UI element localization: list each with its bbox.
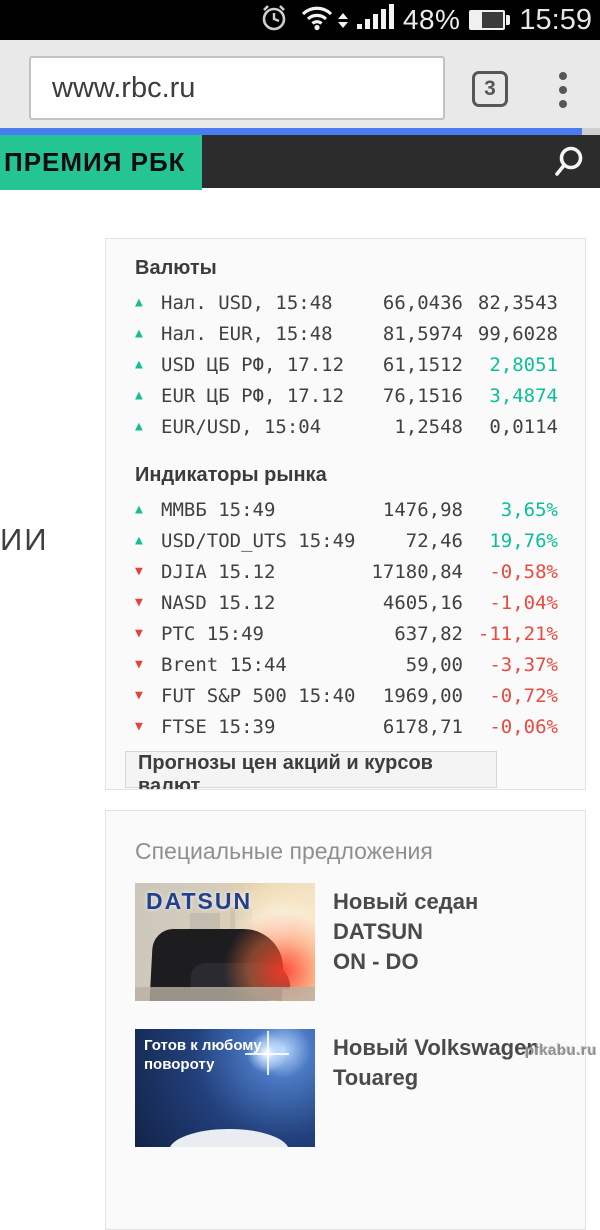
quote-row-rts[interactable]: ▼ PTC 15:49 637,82 -11,21%	[135, 622, 558, 645]
quotes-widget-card: Валюты ▲ Нал. USD, 15:48 66,0436 82,3543…	[105, 238, 586, 790]
trend-down-icon: ▼	[135, 688, 143, 703]
search-icon	[555, 146, 583, 176]
quote-row-micex[interactable]: ▲ ММВБ 15:49 1476,98 3,65%	[135, 498, 558, 521]
wifi-icon	[301, 5, 333, 36]
battery-cap	[506, 15, 511, 25]
quote-row-ftse[interactable]: ▼ FTSE 15:39 6178,71 -0,06%	[135, 715, 558, 738]
trend-down-icon: ▼	[135, 626, 143, 641]
offer-item-volkswagen[interactable]: Готов к любому повороту Новый Volkswagen…	[135, 1029, 565, 1147]
menu-dot	[559, 72, 567, 80]
url-input[interactable]: www.rbc.ru	[29, 56, 445, 120]
trend-up-icon: ▲	[135, 419, 143, 434]
clock: 15:59	[519, 3, 592, 36]
quote-row-nal-usd[interactable]: ▲ Нал. USD, 15:48 66,0436 82,3543	[135, 291, 558, 314]
url-text: www.rbc.ru	[52, 71, 196, 104]
datsun-ad-image: DATSUN	[135, 883, 315, 1001]
trend-up-icon: ▲	[135, 326, 143, 341]
premia-rbc-label: ПРЕМИЯ РБК	[4, 147, 186, 177]
premia-rbc-banner[interactable]: ПРЕМИЯ РБК	[0, 135, 202, 190]
trend-up-icon: ▲	[135, 502, 143, 517]
menu-dot	[559, 100, 567, 108]
trend-down-icon: ▼	[135, 719, 143, 734]
browser-menu-button[interactable]	[551, 68, 575, 112]
vw-slogan: Готов к любому повороту	[144, 1037, 262, 1073]
forecasts-button[interactable]: Прогнозы цен акций и курсов валют	[125, 751, 497, 789]
pikabu-watermark: pikabu.ru	[524, 1042, 597, 1059]
currencies-section-title: Валюты	[135, 257, 217, 279]
trend-down-icon: ▼	[135, 595, 143, 610]
site-header: ПРЕМИЯ РБК	[0, 135, 600, 190]
signal-strength-icon	[356, 4, 394, 33]
offer-title: Новый Volkswagen Touareg	[333, 1035, 540, 1090]
quote-row-nal-eur[interactable]: ▲ Нал. EUR, 15:48 81,5974 99,6028	[135, 322, 558, 345]
quote-row-djia[interactable]: ▼ DJIA 15.12 17180,84 -0,58%	[135, 560, 558, 583]
trend-up-icon: ▲	[135, 295, 143, 310]
quote-row-eur-cb[interactable]: ▲ EUR ЦБ РФ, 17.12 76,1516 3,4874	[135, 384, 558, 407]
datsun-logo: DATSUN	[146, 888, 253, 914]
trend-up-icon: ▲	[135, 357, 143, 372]
tabs-button[interactable]: 3	[472, 71, 508, 107]
quote-row-brent[interactable]: ▼ Brent 15:44 59,00 -3,37%	[135, 653, 558, 676]
trend-up-icon: ▲	[135, 388, 143, 403]
special-offers-card: Специальные предложения DATSUN Новый сед…	[105, 810, 586, 1230]
indicators-section-title: Индикаторы рынка	[135, 464, 327, 486]
offer-title: Новый седан DATSUN ON - DO	[333, 889, 479, 974]
network-activity-icon	[337, 12, 348, 28]
quote-row-fut-sp500[interactable]: ▼ FUT S&P 500 15:40 1969,00 -0,72%	[135, 684, 558, 707]
trend-down-icon: ▼	[135, 657, 143, 672]
trend-down-icon: ▼	[135, 564, 143, 579]
offers-section-title: Специальные предложения	[135, 838, 433, 864]
battery-percent: 48%	[402, 4, 461, 35]
menu-dot	[559, 86, 567, 94]
battery-icon	[469, 10, 506, 30]
offer-item-datsun[interactable]: DATSUN Новый седан DATSUN ON - DO	[135, 883, 565, 1001]
quote-row-eur-usd[interactable]: ▲ EUR/USD, 15:04 1,2548 0,0114	[135, 415, 558, 438]
quote-row-usdtod[interactable]: ▲ USD/TOD_UTS 15:49 72,46 19,76%	[135, 529, 558, 552]
page-load-progress-bar	[0, 128, 600, 135]
status-bar: 48% 15:59	[0, 0, 600, 40]
quote-row-usd-cb[interactable]: ▲ USD ЦБ РФ, 17.12 61,1512 2,8051	[135, 353, 558, 376]
quote-row-nasd[interactable]: ▼ NASD 15.12 4605,16 -1,04%	[135, 591, 558, 614]
background-text-fragment: ИИ	[0, 522, 49, 557]
alarm-icon	[258, 2, 290, 39]
trend-up-icon: ▲	[135, 533, 143, 548]
volkswagen-ad-image: Готов к любому повороту	[135, 1029, 315, 1147]
page-content: ) ИИ Валюты ▲ Нал. USD, 15:48 66,0436 82…	[0, 190, 600, 1230]
tab-count: 3	[484, 77, 496, 100]
search-button[interactable]	[552, 145, 586, 181]
browser-toolbar: www.rbc.ru 3	[0, 40, 600, 128]
